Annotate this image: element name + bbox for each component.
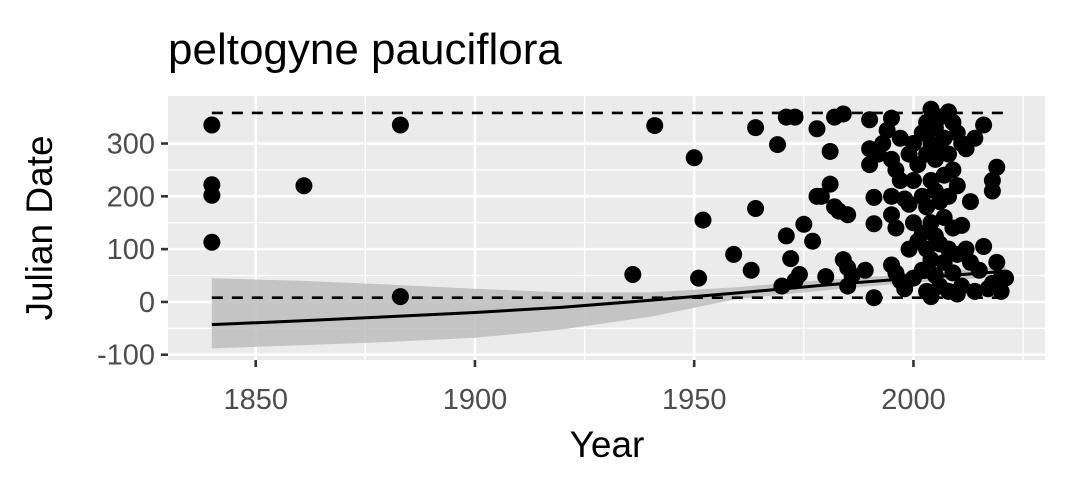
x-axis: 1850 1900 1950 2000	[223, 360, 946, 416]
data-point	[856, 261, 874, 279]
data-point	[391, 116, 409, 134]
data-point	[769, 136, 787, 154]
data-point	[795, 215, 813, 233]
data-point	[865, 289, 883, 307]
data-point	[694, 211, 712, 229]
data-point	[891, 171, 909, 189]
data-point	[834, 105, 852, 123]
y-axis-title: Julian Date	[19, 135, 60, 320]
data-point	[944, 161, 962, 179]
data-point	[904, 171, 922, 189]
data-point	[790, 265, 808, 283]
data-point	[900, 195, 918, 213]
data-point	[883, 206, 901, 224]
data-point	[742, 261, 760, 279]
data-point	[988, 158, 1006, 176]
data-point	[891, 129, 909, 147]
x-tick-label: 1850	[223, 384, 288, 416]
data-point	[953, 216, 971, 234]
y-axis: -100 0 100 200 300	[97, 129, 168, 372]
data-point	[887, 219, 905, 237]
data-point	[953, 277, 971, 295]
data-point	[812, 187, 830, 205]
points-layer	[203, 100, 1015, 307]
y-tick-label: 100	[107, 234, 155, 266]
data-point	[966, 129, 984, 147]
data-point	[961, 193, 979, 211]
data-point	[922, 251, 940, 269]
data-point	[839, 206, 857, 224]
trend-line-layer	[211, 269, 1006, 327]
x-axis-title: Year	[570, 424, 645, 465]
data-point	[935, 129, 953, 147]
data-point	[922, 214, 940, 232]
data-point	[646, 117, 664, 135]
data-point	[865, 188, 883, 206]
chart-title: peltogyne pauciflora	[168, 25, 562, 74]
data-point	[747, 119, 765, 137]
data-point	[821, 175, 839, 193]
data-point	[975, 116, 993, 134]
data-point	[203, 233, 221, 251]
y-tick-label: 200	[107, 181, 155, 213]
data-point	[804, 232, 822, 250]
y-tick-label: 300	[107, 129, 155, 161]
data-point	[992, 282, 1010, 300]
x-tick-label: 1900	[443, 384, 508, 416]
data-point	[690, 269, 708, 287]
data-point	[918, 198, 936, 216]
data-point	[944, 264, 962, 282]
data-point	[295, 177, 313, 195]
y-tick-label: 0	[139, 287, 155, 319]
data-point	[821, 142, 839, 160]
data-point	[988, 253, 1006, 271]
data-point	[983, 182, 1001, 200]
data-point	[391, 288, 409, 306]
y-tick-label: -100	[97, 340, 155, 372]
data-point	[843, 267, 861, 285]
data-point	[865, 215, 883, 233]
data-point	[940, 145, 958, 163]
x-tick-label: 2000	[881, 384, 946, 416]
data-point	[782, 250, 800, 268]
data-point	[747, 199, 765, 217]
data-point	[948, 177, 966, 195]
data-point	[624, 265, 642, 283]
data-point	[808, 120, 826, 138]
data-point	[970, 261, 988, 279]
data-point	[874, 135, 892, 153]
data-point	[883, 187, 901, 205]
data-point	[725, 245, 743, 263]
data-point	[966, 282, 984, 300]
data-point	[817, 268, 835, 286]
data-point	[777, 227, 795, 245]
data-point	[685, 149, 703, 167]
data-point	[861, 111, 879, 129]
data-point	[957, 240, 975, 258]
data-point	[203, 186, 221, 204]
data-point	[786, 108, 804, 126]
data-point	[203, 116, 221, 134]
data-point	[883, 109, 901, 127]
data-point	[773, 277, 791, 295]
data-point	[997, 269, 1015, 287]
trend-line	[211, 269, 1006, 327]
data-point	[975, 237, 993, 255]
x-tick-label: 1950	[662, 384, 727, 416]
